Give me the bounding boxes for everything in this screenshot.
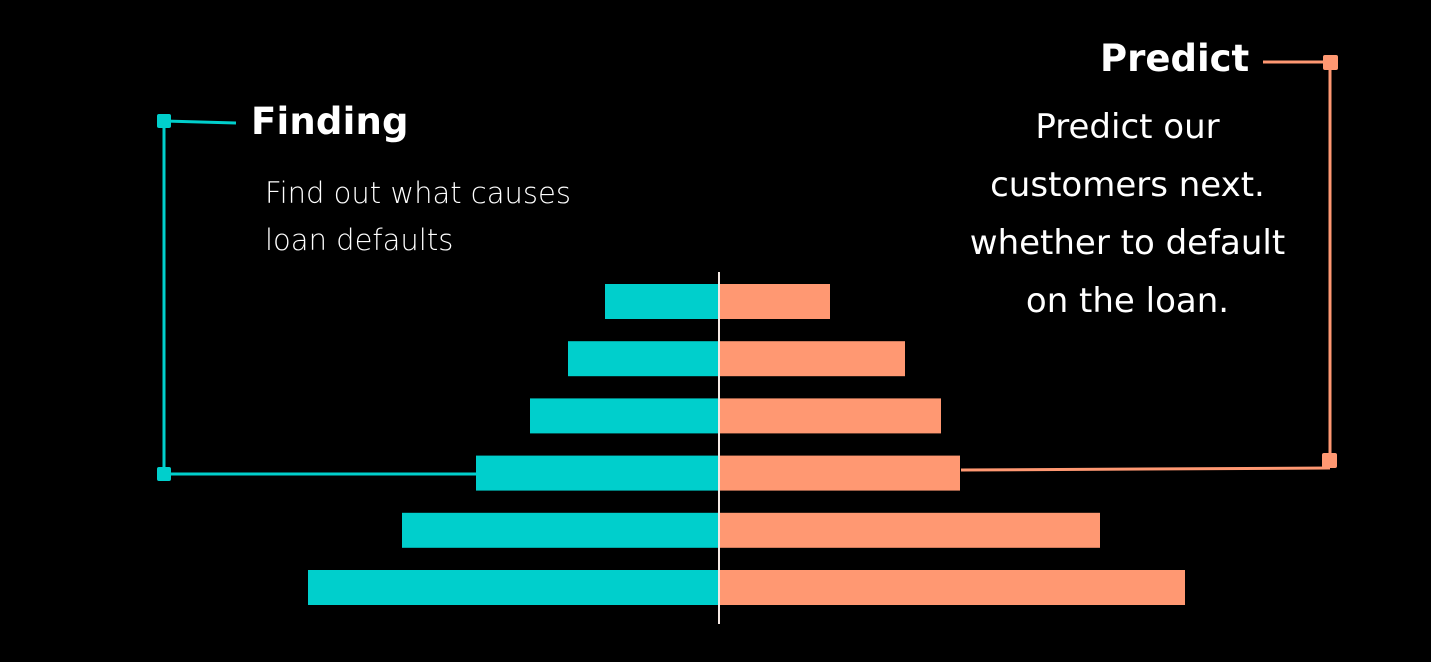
left-bar-1 xyxy=(605,284,719,319)
finding-description-line: loan defaults xyxy=(265,223,454,257)
left-bar-6 xyxy=(308,570,719,605)
predict-description: Predict our customers next. whether to d… xyxy=(940,98,1315,330)
predict-title: Predict xyxy=(1100,37,1250,80)
right-bar-1 xyxy=(719,284,830,319)
pyramid-bars xyxy=(308,284,1185,605)
finding-connector-top-line xyxy=(163,119,237,125)
predict-connector xyxy=(960,60,1332,472)
left-bar-4 xyxy=(476,455,719,491)
finding-connector xyxy=(162,119,476,476)
right-bar-6 xyxy=(719,570,1185,605)
predict-description-line: Predict our xyxy=(1035,107,1220,147)
right-bar-4 xyxy=(719,455,960,491)
predict-description-line: customers next. xyxy=(990,165,1265,205)
predict-connector-bottom-line xyxy=(960,466,1331,472)
finding-description-line: Find out what causes xyxy=(265,176,571,210)
predict-description-line: whether to default xyxy=(969,223,1286,263)
left-bar-5 xyxy=(402,512,719,548)
predict-connector-bottom-node xyxy=(1322,453,1337,468)
finding-title: Finding xyxy=(251,100,409,143)
finding-connector-top-node xyxy=(157,114,171,128)
predict-connector-top-node xyxy=(1323,55,1338,70)
right-bar-5 xyxy=(719,512,1100,548)
right-bar-2 xyxy=(719,341,905,377)
left-bar-2 xyxy=(568,341,719,377)
predict-description-line: on the loan. xyxy=(1025,281,1230,321)
left-bar-3 xyxy=(530,398,719,434)
finding-connector-bottom-node xyxy=(157,467,171,481)
right-bar-3 xyxy=(719,398,941,434)
finding-description: Find out what causes loan defaults xyxy=(265,170,625,264)
